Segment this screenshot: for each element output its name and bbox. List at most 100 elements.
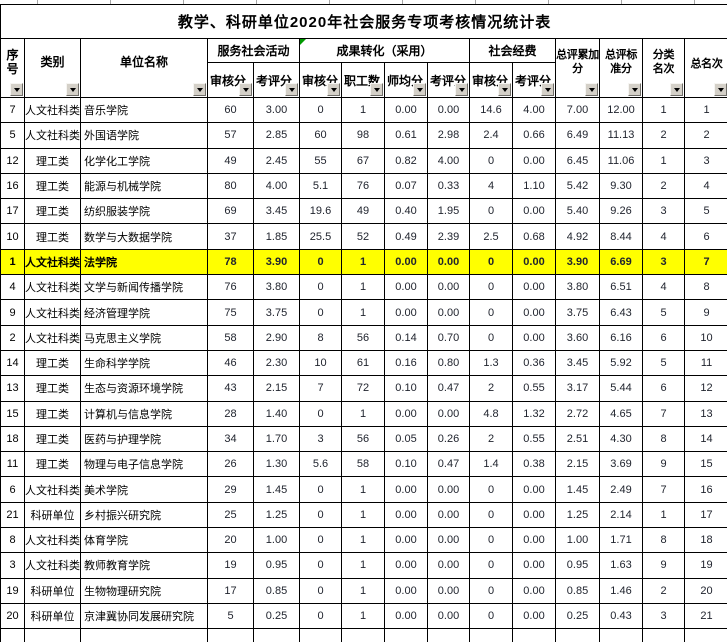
cell-value[interactable]: 0.82 — [384, 147, 428, 174]
cell-value[interactable]: 0.00 — [427, 96, 470, 124]
cell-value[interactable]: 76 — [341, 172, 385, 200]
cell-value[interactable]: 15 — [683, 451, 727, 478]
cell-value[interactable]: 60 — [299, 122, 342, 149]
cell-value[interactable]: 0.00 — [427, 602, 470, 630]
cell-value[interactable]: 20 — [683, 577, 727, 604]
cell-value[interactable]: 0 — [469, 324, 513, 351]
cell-value[interactable]: 9.30 — [599, 172, 643, 200]
filter-dropdown-icon[interactable] — [413, 83, 426, 96]
cell-seq[interactable]: 17 — [0, 198, 25, 225]
cell-value[interactable]: 2.51 — [555, 425, 600, 453]
cell-value[interactable]: 0.00 — [512, 501, 556, 529]
cell-value[interactable]: 0 — [469, 147, 513, 174]
cell-value[interactable]: 3.45 — [555, 349, 600, 377]
cell-value[interactable]: 4.8 — [469, 400, 513, 427]
cell-value[interactable]: 3.80 — [253, 274, 300, 301]
cell-unit-name[interactable]: 马克思主义学院 — [80, 324, 208, 351]
cell-value[interactable]: 13 — [683, 400, 727, 427]
cell-value[interactable]: 0.00 — [384, 248, 428, 276]
cell-value[interactable]: 0.70 — [427, 324, 470, 351]
cell-value[interactable]: 0.55 — [512, 425, 556, 453]
cell-value[interactable]: 1.46 — [599, 577, 643, 604]
cell-value[interactable]: 0.00 — [384, 552, 428, 579]
cell-value[interactable]: 43 — [207, 375, 254, 402]
cell-value[interactable]: 5 — [207, 602, 254, 630]
cell-category[interactable]: 人文社科类 — [24, 274, 81, 301]
cell-seq[interactable]: 20 — [0, 602, 25, 630]
cell-value[interactable]: 2.5 — [469, 223, 513, 250]
cell-seq[interactable]: 10 — [0, 223, 25, 250]
cell-seq[interactable]: 12 — [0, 147, 25, 174]
cell-unit-name[interactable]: 文学与新闻传播学院 — [80, 274, 208, 301]
cell-value[interactable]: 8 — [683, 274, 727, 301]
cell-category[interactable]: 人文社科类 — [24, 476, 81, 503]
cell-value[interactable]: 6.49 — [555, 122, 600, 149]
filter-dropdown-icon[interactable] — [585, 83, 598, 96]
cell-category[interactable]: 人文社科类 — [24, 299, 81, 326]
cell-value[interactable]: 0.68 — [512, 223, 556, 250]
cell-value[interactable]: 0.26 — [427, 425, 470, 453]
cell-value[interactable]: 17 — [207, 577, 254, 604]
cell-unit-name[interactable]: 医药与护理学院 — [80, 425, 208, 453]
cell-value[interactable]: 3.45 — [253, 198, 300, 225]
cell-seq[interactable]: 3 — [0, 552, 25, 579]
cell-category[interactable]: 人文社科类 — [24, 122, 81, 149]
cell-value[interactable]: 67 — [341, 147, 385, 174]
cell-value[interactable]: 1 — [341, 299, 385, 326]
cell-value[interactable]: 1 — [341, 96, 385, 124]
cell-unit-name[interactable]: 纺织服装学院 — [80, 198, 208, 225]
cell-value[interactable]: 0.00 — [512, 248, 556, 276]
cell-value[interactable]: 3 — [299, 425, 342, 453]
cell-value[interactable]: 4.92 — [555, 223, 600, 250]
cell-value[interactable]: 9.26 — [599, 198, 643, 225]
cell-value[interactable]: 0 — [469, 577, 513, 604]
cell-value[interactable]: 6.69 — [599, 248, 643, 276]
cell-value[interactable]: 56 — [341, 324, 385, 351]
cell-value[interactable]: 56 — [341, 425, 385, 453]
filter-dropdown-icon[interactable] — [628, 83, 641, 96]
cell-value[interactable]: 1.30 — [253, 451, 300, 478]
cell-value[interactable]: 34 — [207, 425, 254, 453]
cell-value[interactable]: 1.40 — [253, 400, 300, 427]
cell-value[interactable]: 8 — [299, 324, 342, 351]
cell-value[interactable]: 12.00 — [599, 96, 643, 124]
cell-value[interactable]: 8.44 — [599, 223, 643, 250]
cell-value[interactable]: 11.06 — [599, 147, 643, 174]
cell-value[interactable]: 0 — [299, 552, 342, 579]
cell-value[interactable]: 5.1 — [299, 172, 342, 200]
cell-value[interactable]: 0.00 — [427, 527, 470, 554]
cell-value[interactable]: 3.75 — [555, 299, 600, 326]
cell-value[interactable]: 0.00 — [512, 299, 556, 326]
cell-value[interactable]: 26 — [207, 451, 254, 478]
cell-value[interactable]: 0.47 — [427, 375, 470, 402]
cell-value[interactable]: 0.49 — [384, 223, 428, 250]
cell-value[interactable]: 3.60 — [555, 324, 600, 351]
cell-value[interactable]: 0.00 — [512, 274, 556, 301]
cell-value[interactable]: 0.00 — [512, 527, 556, 554]
cell-value[interactable]: 1 — [341, 400, 385, 427]
cell-value[interactable]: 0.38 — [512, 451, 556, 478]
cell-seq[interactable]: 4 — [0, 274, 25, 301]
cell-unit-name[interactable]: 音乐学院 — [80, 96, 208, 124]
cell-value[interactable]: 1.45 — [555, 476, 600, 503]
cell-value[interactable]: 6 — [642, 375, 685, 402]
cell-value[interactable]: 55 — [299, 147, 342, 174]
cell-value[interactable]: 49 — [207, 147, 254, 174]
cell-value[interactable]: 0 — [469, 248, 513, 276]
cell-value[interactable]: 78 — [207, 248, 254, 276]
cell-value[interactable]: 4 — [683, 172, 727, 200]
cell-value[interactable]: 1 — [341, 501, 385, 529]
cell-value[interactable]: 0.00 — [427, 552, 470, 579]
cell-value[interactable]: 6 — [642, 324, 685, 351]
cell-value[interactable]: 5.42 — [555, 172, 600, 200]
cell-value[interactable]: 1.45 — [253, 476, 300, 503]
cell-value[interactable]: 2.90 — [253, 324, 300, 351]
cell-value[interactable]: 16 — [683, 476, 727, 503]
cell-value[interactable]: 1 — [341, 577, 385, 604]
cell-value[interactable]: 4 — [642, 274, 685, 301]
cell-value[interactable]: 5 — [642, 299, 685, 326]
cell-value[interactable]: 0.95 — [253, 552, 300, 579]
cell-value[interactable]: 21 — [683, 602, 727, 630]
cell-value[interactable]: 0.00 — [512, 476, 556, 503]
cell-seq[interactable]: 13 — [0, 375, 25, 402]
